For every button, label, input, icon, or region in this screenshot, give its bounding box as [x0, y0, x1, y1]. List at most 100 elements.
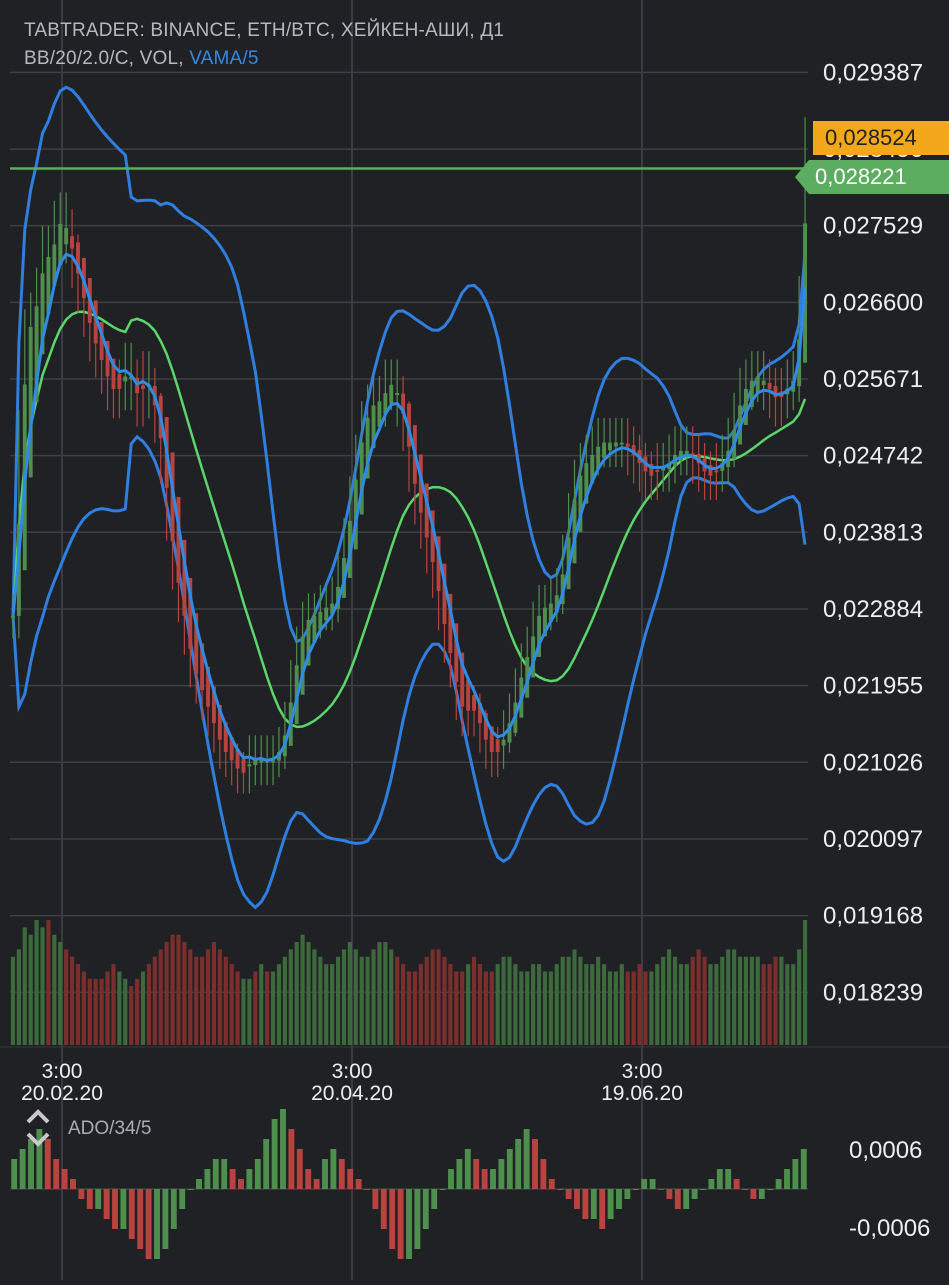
volume-bar [129, 986, 134, 1045]
volume-bar [483, 971, 488, 1045]
volume-bar [235, 971, 240, 1045]
ado-bar [506, 1149, 513, 1189]
ado-bar [775, 1179, 782, 1189]
x-tick-time: 3:00 [332, 1060, 373, 1083]
volume-bar [22, 927, 27, 1045]
candle-body [182, 539, 187, 616]
volume-bar [495, 964, 500, 1045]
volume-bar [702, 956, 707, 1045]
ado-bar [145, 1189, 152, 1259]
volume-bar [690, 956, 695, 1045]
ado-bar [70, 1179, 76, 1189]
volume-bar [306, 942, 311, 1045]
volume-bar [667, 949, 672, 1045]
volume-bar [211, 942, 217, 1045]
volume-bar [749, 956, 754, 1045]
candle-body [543, 607, 547, 637]
price-line-tag[interactable]: 0,028221 [795, 160, 949, 194]
y-tick-label: 0,021955 [823, 673, 923, 700]
volume-bar [631, 971, 636, 1045]
ado-bar [540, 1159, 547, 1189]
ado-bar [372, 1189, 379, 1209]
ado-bar [532, 1139, 538, 1189]
chart-title: TABTRADER: BINANCE, ETH/BTC, ХЕЙКЕН-АШИ,… [24, 20, 505, 41]
ado-bar [632, 1189, 639, 1190]
volume-bar [105, 971, 110, 1045]
volume-bar [578, 956, 583, 1045]
ado-bar [120, 1189, 127, 1229]
ado-bar [246, 1169, 253, 1189]
volume-bar [791, 964, 796, 1045]
y-tick-label: 0,025671 [823, 366, 923, 393]
volume-bar [170, 934, 175, 1045]
ado-bar [53, 1159, 60, 1189]
candle-body [247, 764, 252, 767]
volume-bar [69, 956, 75, 1045]
ado-bar [674, 1189, 681, 1209]
volume-bar [460, 971, 465, 1045]
candle-body [306, 619, 311, 666]
volume-bar [353, 949, 358, 1045]
ado-bar [599, 1189, 606, 1229]
ado-bar [36, 1129, 43, 1189]
indicator-vama[interactable]: VAMA/5 [189, 48, 259, 69]
volume-bar [341, 949, 347, 1045]
volume-bar [223, 956, 228, 1045]
y-tick-label: 0,019168 [823, 903, 923, 930]
volume-bar [87, 978, 92, 1045]
ado-bar [439, 1189, 446, 1190]
ado-bar [649, 1179, 656, 1189]
volume-bar [619, 964, 624, 1045]
candle-body [572, 500, 577, 564]
candle-body [194, 613, 199, 674]
candle-body [625, 443, 630, 447]
volume-bar [442, 956, 447, 1045]
pane-separator [0, 1046, 949, 1048]
volume-bar [389, 949, 394, 1045]
ado-bar [574, 1189, 580, 1209]
indicator-list[interactable]: BB/20/2.0/C, VOL, VAMA/5 [24, 48, 259, 70]
candle-body [123, 376, 128, 382]
ado-bar [498, 1159, 505, 1189]
volume-bar [507, 956, 512, 1045]
ado-bar [464, 1149, 471, 1189]
volume-bar [401, 964, 406, 1045]
volume-bar [217, 949, 222, 1045]
ado-bar [708, 1179, 715, 1189]
candle-body [206, 666, 210, 707]
ado-bar [61, 1169, 68, 1189]
candle-body [330, 603, 335, 615]
ado-bar [263, 1139, 270, 1189]
indicator-bb-vol[interactable]: BB/20/2.0/C, VOL, [24, 48, 190, 69]
ado-bar [280, 1109, 286, 1189]
candle-body [531, 636, 536, 678]
ado-bar [128, 1189, 135, 1239]
volume-bar [655, 964, 660, 1045]
ado-bar [254, 1159, 261, 1189]
y-tick-label: 0,018239 [823, 979, 923, 1006]
ado-bar [422, 1189, 429, 1229]
ado-bar [338, 1159, 345, 1189]
volume-bar [448, 964, 453, 1045]
volume-bar [383, 942, 388, 1045]
volume-bar [123, 978, 128, 1045]
volume-bar [117, 971, 122, 1045]
volume-bar [471, 956, 477, 1045]
candle-body [554, 595, 559, 613]
candle-body [300, 636, 305, 695]
candle-body [217, 704, 222, 740]
candle-body [596, 446, 601, 470]
candle-body [359, 442, 364, 515]
volume-bar [64, 949, 69, 1045]
volume-bar [205, 949, 211, 1045]
up-down-arrows-icon[interactable] [24, 1106, 52, 1150]
ado-bar [700, 1189, 706, 1190]
ado-bar [212, 1159, 219, 1189]
volume-bar [324, 964, 329, 1045]
volume-bar [288, 949, 293, 1045]
volume-bar [785, 964, 790, 1045]
volume-bar [377, 942, 382, 1045]
volume-bar [200, 956, 205, 1045]
